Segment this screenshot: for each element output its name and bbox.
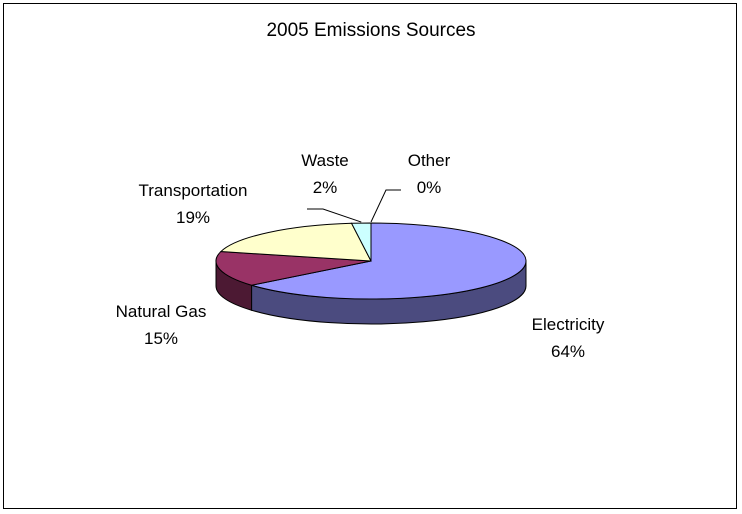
slice-label-name-transportation: Transportation	[139, 181, 248, 200]
pie-tops	[215, 222, 527, 300]
slice-label-value-waste: 2%	[313, 178, 338, 197]
slice-label-name-other: Other	[408, 151, 451, 170]
slice-label-name-natural-gas: Natural Gas	[116, 302, 207, 321]
slice-label-name-electricity: Electricity	[532, 315, 605, 334]
pie-slice-transportation	[219, 222, 372, 262]
slice-label-value-electricity: 64%	[551, 342, 585, 361]
leader-lines	[307, 189, 401, 223]
pie-slice-natural-gas	[215, 251, 372, 286]
slice-label-name-waste: Waste	[301, 151, 349, 170]
slice-label-value-natural-gas: 15%	[144, 329, 178, 348]
slice-label-value-transportation: 19%	[176, 208, 210, 227]
chart-title: 2005 Emissions Sources	[266, 20, 476, 41]
slice-label-value-other: 0%	[417, 178, 442, 197]
leader-line-waste	[307, 208, 362, 223]
pie-slice-electricity	[251, 222, 527, 300]
leader-line-other	[370, 189, 401, 223]
